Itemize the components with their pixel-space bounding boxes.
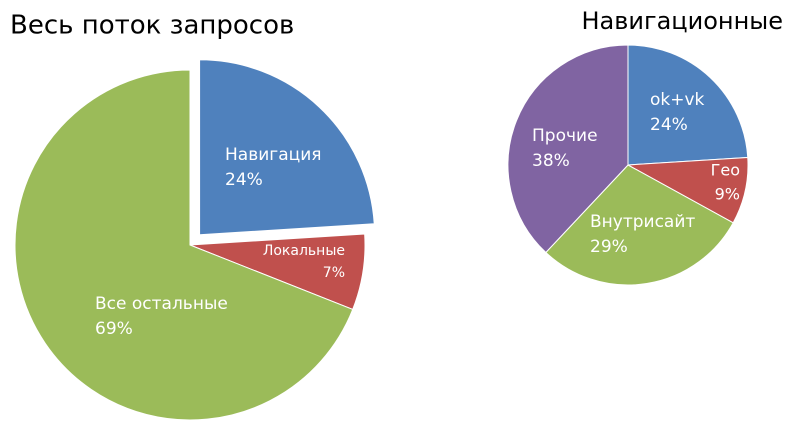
value-label: 69%	[95, 319, 133, 339]
pie-slice	[199, 59, 375, 236]
slice-label: Гео	[711, 161, 740, 180]
slice-label: Прочие	[532, 126, 598, 146]
value-label: 24%	[225, 170, 263, 190]
value-label: 38%	[532, 151, 570, 171]
pie-slice	[507, 44, 629, 254]
pie-slice	[14, 69, 354, 421]
value-label: 29%	[590, 237, 628, 257]
value-label: 9%	[715, 185, 740, 204]
value-label: 24%	[650, 115, 688, 135]
slice-label: ok+vk	[650, 90, 705, 110]
slice-label: Все остальные	[95, 294, 228, 314]
pie-slice	[545, 164, 734, 286]
pie-slice	[627, 44, 749, 166]
slice-label: Локальные	[263, 243, 345, 259]
slice-label: Внутрисайт	[590, 212, 695, 232]
slice-label: Навигация	[225, 145, 321, 165]
value-label: 7%	[323, 265, 345, 281]
chart-title: Навигационные	[581, 7, 783, 35]
chart-title: Весь поток запросов	[10, 11, 294, 41]
